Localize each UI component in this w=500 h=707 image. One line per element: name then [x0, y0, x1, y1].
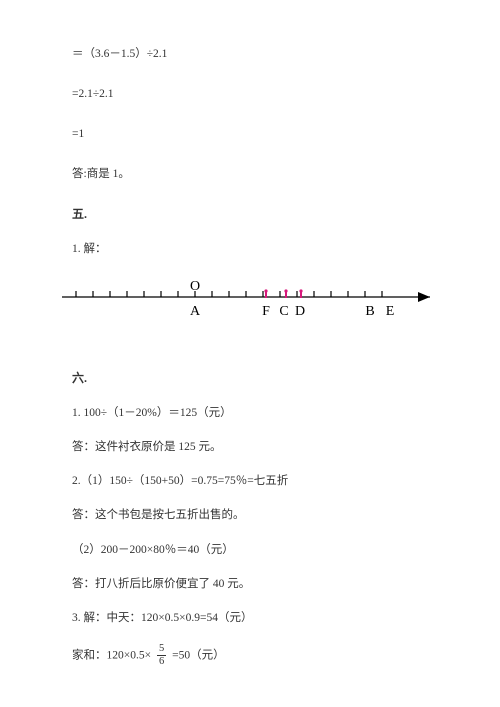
svg-text:B: B [365, 304, 374, 319]
svg-text:A: A [190, 304, 201, 319]
number-line-diagram: OA FCD BE [52, 275, 448, 340]
s6-3b-prefix: 家和：120×0.5× [72, 649, 151, 661]
s6-2c: （2）200－200×80％＝40（元） [72, 542, 428, 558]
s6-3b-suffix: =50（元） [172, 649, 225, 661]
fraction-numerator: 5 [157, 644, 166, 657]
svg-text:D: D [295, 304, 305, 319]
svg-text:E: E [386, 304, 395, 319]
s6-3a: 3. 解：中天：120×0.5×0.9=54（元） [72, 610, 428, 626]
eq-step-1: ＝（3.6－1.5）÷2.1 [72, 46, 428, 62]
answer-quotient: 答:商是 1。 [72, 166, 428, 182]
svg-text:C: C [279, 304, 288, 319]
section-6-title: 六. [72, 370, 428, 387]
s6-1a: 1. 100÷（1－20%）＝125（元） [72, 405, 428, 421]
s6-1b: 答：这件衬衣原价是 125 元。 [72, 439, 428, 455]
section-5-title: 五. [72, 206, 428, 223]
fraction-denominator: 6 [157, 656, 166, 668]
svg-text:F: F [262, 304, 270, 319]
s6-2b: 答：这个书包是按七五折出售的。 [72, 507, 428, 523]
svg-text:O: O [190, 279, 200, 294]
section-5-item: 1. 解： [72, 241, 428, 257]
s6-2d: 答：打八折后比原价便宜了 40 元。 [72, 576, 428, 592]
s6-3b: 家和：120×0.5× 5 6 =50（元） [72, 644, 428, 668]
number-line-svg: OA FCD BE [52, 275, 442, 335]
eq-step-3: =1 [72, 126, 428, 142]
s6-2a: 2.（1）150÷（150+50）=0.75=75％=七五折 [72, 473, 428, 489]
fraction-5-6: 5 6 [157, 644, 166, 668]
eq-step-2: =2.1÷2.1 [72, 86, 428, 102]
